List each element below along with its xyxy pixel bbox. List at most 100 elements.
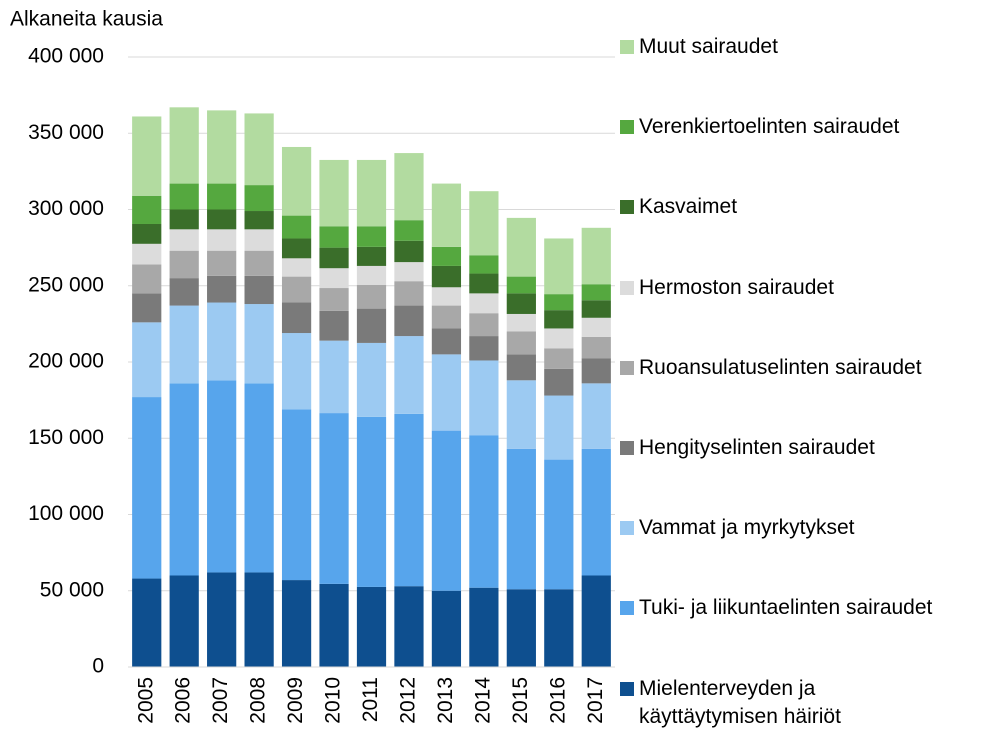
bar-segment	[544, 310, 574, 329]
bar-segment	[319, 159, 349, 227]
x-tick-label: 2007	[209, 677, 232, 724]
bar-segment	[394, 240, 424, 263]
bar-segment	[281, 409, 312, 581]
bar-segment	[544, 294, 574, 311]
bar-segment	[506, 217, 536, 277]
bar-segment	[356, 226, 387, 247]
x-tick-label: 2008	[247, 677, 270, 724]
bar-segment	[244, 572, 274, 667]
bar-segment	[132, 293, 162, 323]
bar-segment	[244, 211, 274, 230]
bar-segment	[169, 183, 199, 210]
bar-segment	[207, 250, 237, 276]
bar-segment	[281, 580, 312, 667]
legend-label: Verenkiertoelinten sairaudet	[639, 115, 900, 139]
bar-segment	[506, 313, 536, 332]
bar-segment	[581, 336, 611, 359]
legend-item: Kasvaimet	[620, 193, 935, 221]
bar-segment	[207, 275, 237, 303]
bar-segment	[506, 276, 536, 294]
bar-segment	[132, 223, 162, 244]
legend-swatch	[620, 521, 634, 536]
bar-segment	[431, 590, 462, 667]
x-tick-label: 2016	[546, 677, 569, 724]
x-tick-label: 2005	[134, 677, 157, 724]
bar-segment	[506, 293, 536, 314]
y-tick-label: 350 000	[28, 121, 104, 144]
bar-segment	[544, 238, 574, 295]
bar-segment	[431, 265, 462, 288]
x-tick-label: 2009	[284, 677, 307, 724]
bar-segment	[356, 159, 387, 227]
bar-segment	[394, 336, 424, 414]
legend-label: Ruoansulatuselinten sairaudet	[639, 355, 922, 379]
bar-segment	[581, 300, 611, 318]
bar-segment	[394, 220, 424, 241]
y-tick-label: 250 000	[28, 273, 104, 296]
bar-segment	[506, 589, 536, 667]
bar-segment	[281, 238, 312, 259]
bar-segment	[319, 583, 349, 667]
bar-segment	[544, 348, 574, 369]
legend-swatch	[620, 200, 634, 215]
y-tick-label: 200 000	[28, 350, 104, 373]
bar-segment	[469, 293, 499, 314]
bar-segment	[431, 287, 462, 306]
x-tick-label: 2011	[359, 677, 382, 722]
bar-segment	[544, 368, 574, 396]
bar-segment	[169, 575, 199, 667]
bar-segment	[207, 229, 237, 251]
bar-segment	[281, 302, 312, 334]
legend-label: Hermoston sairaudet	[639, 275, 834, 299]
bar-segment	[469, 336, 499, 361]
bar-segment	[469, 313, 499, 337]
legend-swatch	[620, 681, 634, 696]
bar-segment	[394, 262, 424, 282]
y-tick-label: 150 000	[28, 426, 104, 449]
bar-segment	[544, 459, 574, 590]
legend-swatch	[620, 280, 634, 295]
legend-item: Verenkiertoelinten sairaudet	[620, 113, 935, 141]
bar-segment	[319, 340, 349, 414]
bar-segment	[132, 264, 162, 294]
bar-segment	[394, 586, 424, 667]
legend-label: Vammat ja myrkytykset	[639, 516, 855, 540]
bar-segment	[132, 116, 162, 196]
bar-segment	[356, 265, 387, 285]
bar-segment	[469, 435, 499, 588]
y-tick-label: 300 000	[28, 197, 104, 220]
bar-segment	[431, 305, 462, 329]
bar-segment	[281, 258, 312, 277]
bar-segment	[207, 209, 237, 230]
legend-swatch	[620, 441, 634, 455]
bar-segment	[431, 328, 462, 355]
legend-item: Hengityselinten sairaudet	[620, 434, 935, 462]
y-tick-label: 50 000	[40, 578, 104, 601]
bar-segment	[469, 191, 499, 256]
bar-segment	[281, 215, 312, 239]
axis-title: Alkaneita kausia	[10, 8, 163, 31]
legend-label: Muut sairaudet	[639, 35, 778, 58]
bar-segment	[244, 383, 274, 573]
bar-segment	[319, 268, 349, 289]
bar-segment	[581, 448, 611, 576]
bar-segment	[356, 284, 387, 309]
bar-segment	[394, 413, 424, 587]
bar-segment	[169, 278, 199, 306]
bar-segment	[394, 305, 424, 337]
bar-segment	[207, 380, 237, 573]
bar-segment	[581, 575, 611, 667]
bar-segment	[506, 354, 536, 381]
bar-segment	[244, 185, 274, 212]
bar-segment	[207, 183, 237, 210]
bar-segment	[469, 360, 499, 436]
bar-segment	[356, 246, 387, 266]
x-tick-label: 2012	[397, 677, 420, 724]
bar-segment	[506, 331, 536, 355]
legend-item: Muut sairaudet	[620, 33, 935, 61]
bar-segment	[281, 146, 312, 216]
bar-segment	[506, 380, 536, 449]
bar-segment	[319, 247, 349, 269]
